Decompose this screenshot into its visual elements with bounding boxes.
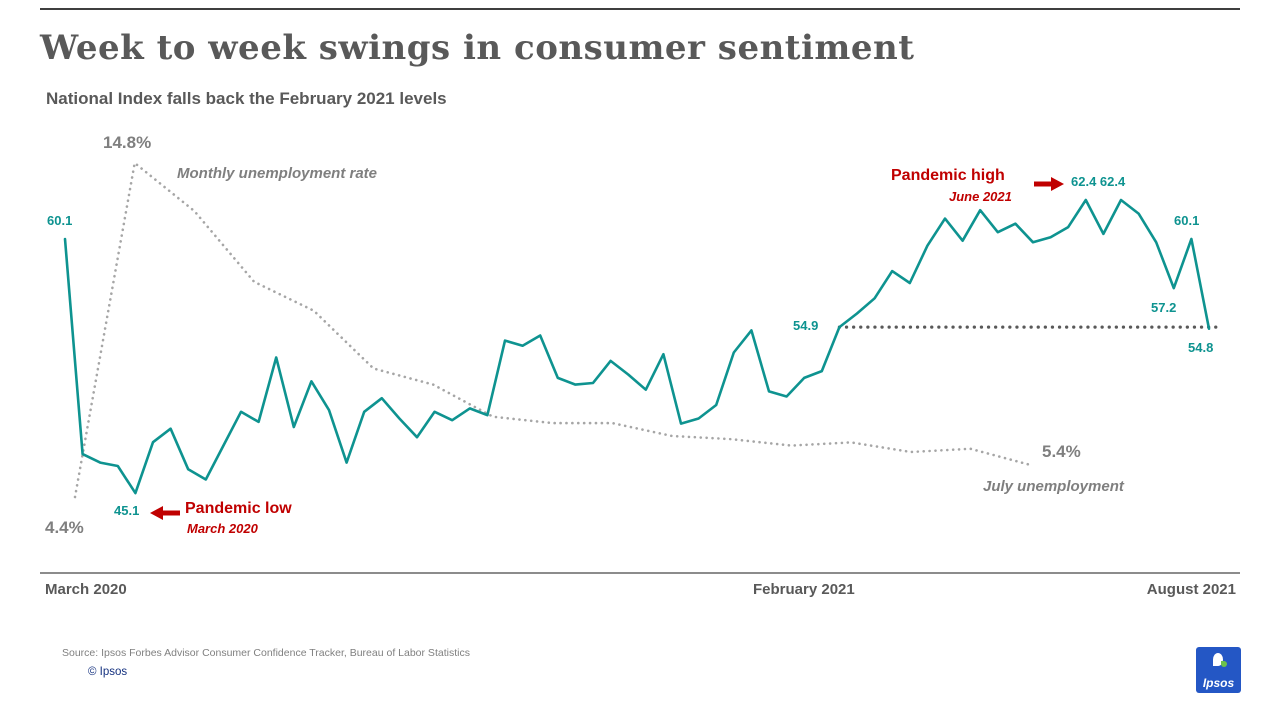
x-axis-line	[40, 572, 1240, 574]
sentiment-index-line	[63, 198, 1211, 495]
x-axis-label-august-2021: August 2021	[1146, 581, 1236, 598]
ipsos-logo: Ipsos	[1196, 647, 1241, 693]
late-july-dip-value: 57.2	[1151, 300, 1177, 315]
x-axis-label-march-2020: March 2020	[45, 581, 127, 598]
ipsos-logo-text: Ipsos	[1202, 676, 1235, 690]
pandemic-low-title: Pandemic low	[185, 500, 292, 517]
copyright-note: © Ipsos	[88, 666, 128, 678]
unemployment-end-caption: July unemployment	[983, 478, 1124, 495]
x-axis-label-february-2021: February 2021	[753, 581, 855, 598]
pandemic-high-title: Pandemic high	[891, 167, 1005, 184]
pandemic-high-values: 62.4 62.4	[1071, 174, 1126, 189]
unemployment-rate-line	[73, 160, 1032, 499]
pandemic-low-value: 45.1	[114, 503, 140, 518]
february-2021-level-value: 54.9	[793, 318, 819, 333]
top-rule	[40, 8, 1240, 10]
unemployment-end-label: 5.4%	[1042, 442, 1081, 461]
unemployment-peak-label: 14.8%	[103, 133, 152, 152]
source-note: Source: Ipsos Forbes Advisor Consumer Co…	[62, 647, 470, 659]
pandemic-high-date: June 2021	[949, 189, 1012, 204]
pandemic-low-arrow-icon	[150, 506, 180, 520]
late-july-high-value: 60.1	[1174, 213, 1200, 228]
ipsos-logo-quote-icon	[1213, 653, 1223, 666]
pandemic-low-date: March 2020	[187, 521, 258, 536]
final-value: 54.8	[1188, 340, 1214, 355]
sentiment-start-value: 60.1	[47, 213, 73, 228]
page-title: Week to week swings in consumer sentimen…	[40, 28, 915, 68]
unemployment-start-label: 4.4%	[45, 518, 84, 537]
unemployment-series-label: Monthly unemployment rate	[177, 165, 378, 182]
page-subtitle: National Index falls back the February 2…	[46, 89, 447, 108]
pandemic-high-arrow-icon	[1034, 177, 1064, 191]
ipsos-logo-green-dot-icon	[1221, 661, 1227, 667]
